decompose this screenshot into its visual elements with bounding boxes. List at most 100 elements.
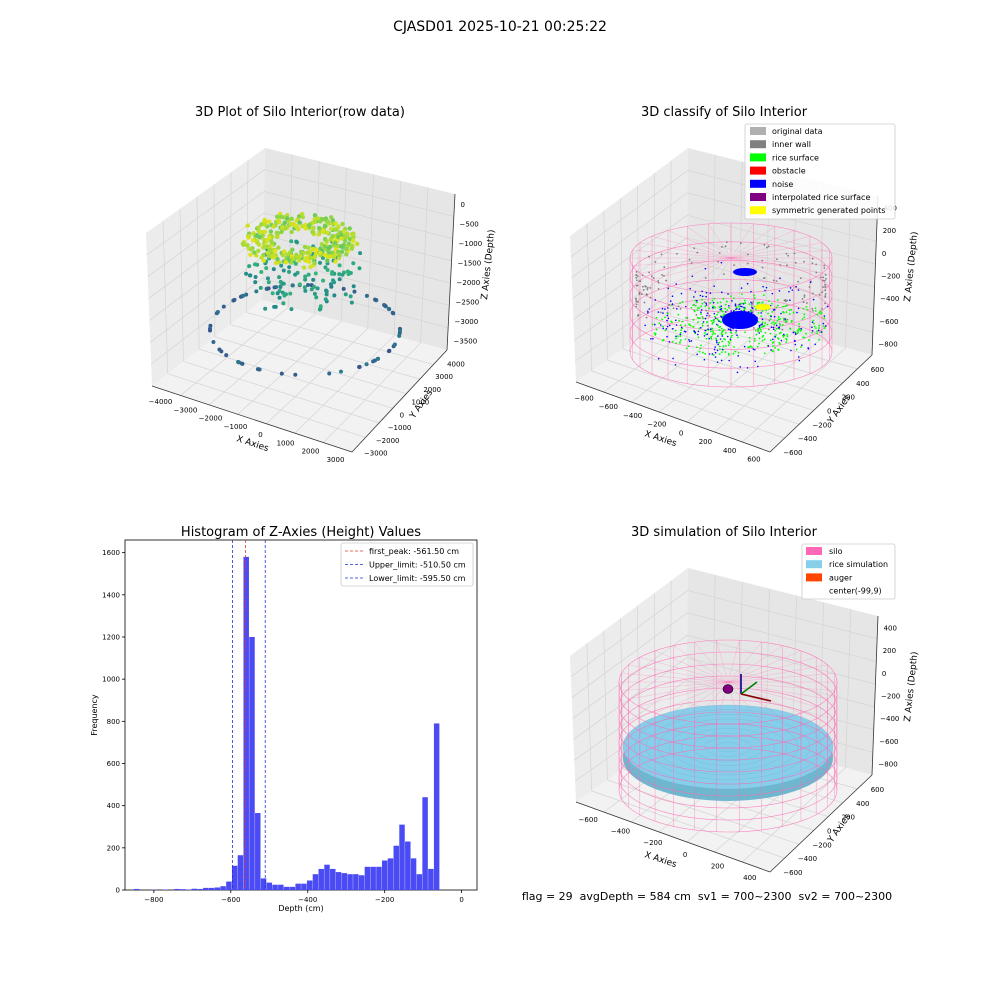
panel-raw-title: 3D Plot of Silo Interior(row data) <box>195 105 405 120</box>
data-point <box>305 250 310 255</box>
data-point <box>252 250 257 255</box>
data-point <box>322 244 328 249</box>
data-point <box>357 364 362 369</box>
noise-point <box>825 325 827 327</box>
data-point <box>270 253 275 258</box>
rice-surface-point <box>741 302 744 305</box>
grid-line <box>620 198 624 350</box>
histogram-bar <box>255 813 261 890</box>
tick-label: 400 <box>856 380 869 388</box>
tick-label: −3000 <box>174 406 198 414</box>
grid-line <box>658 326 766 413</box>
data-point <box>211 339 216 344</box>
inner-wall-point <box>661 274 663 276</box>
grid-line <box>591 370 785 439</box>
grid-line <box>294 335 395 434</box>
grid-line <box>237 321 342 415</box>
rice-surface-point <box>727 344 730 347</box>
data-point <box>262 229 268 234</box>
figure-footer: flag = 29 avgDepth = 584 cm sv1 = 700~23… <box>522 890 892 903</box>
noise-point <box>751 311 753 314</box>
rice-surface-point <box>684 338 687 340</box>
grid-line <box>199 348 393 409</box>
tick-label: −600 <box>783 869 802 877</box>
data-point <box>318 304 323 309</box>
noise-point <box>770 326 773 328</box>
grid-line <box>687 590 878 640</box>
grid-line <box>196 196 200 350</box>
histogram-threshold-lines <box>232 540 266 890</box>
tick-label: 0 <box>679 429 683 437</box>
legend-label: rice simulation <box>829 560 888 569</box>
data-point <box>215 310 220 315</box>
noise-point <box>795 285 797 288</box>
data-point <box>250 237 256 243</box>
noise-point <box>719 338 722 340</box>
rice-surface-point <box>714 315 716 318</box>
noise-point <box>700 311 702 313</box>
panel-simulation-center-axes <box>722 674 772 702</box>
inner-wall-point <box>636 300 639 303</box>
data-point <box>326 245 332 250</box>
data-point <box>275 256 280 262</box>
data-point <box>339 236 344 241</box>
silo-roof-line <box>727 681 828 700</box>
histogram-bar <box>347 874 353 890</box>
rice-surface-point <box>709 330 712 333</box>
tick-label: −200 <box>881 693 900 701</box>
x-tick-label: 0 <box>459 896 463 904</box>
rice-surface-point <box>685 317 687 319</box>
noise-point <box>707 328 709 330</box>
rice-surface-point <box>695 346 698 349</box>
rice-surface-point <box>799 329 802 332</box>
grid-line <box>367 174 374 329</box>
data-point <box>270 291 275 296</box>
rice-surface-point <box>678 341 681 344</box>
data-point <box>236 360 241 365</box>
grid-line <box>687 634 876 685</box>
noise-point <box>775 324 778 327</box>
noise-point <box>720 305 722 307</box>
inner-wall-point <box>641 274 644 277</box>
rice-surface-point <box>737 351 740 354</box>
inner-wall-point <box>688 258 691 261</box>
inner-wall-point <box>635 300 638 303</box>
histogram-bar <box>301 883 307 890</box>
silo-roof-line <box>667 257 732 286</box>
noise-point <box>789 287 792 289</box>
tick-label: −600 <box>879 738 898 746</box>
data-point <box>387 307 392 312</box>
data-point <box>251 231 256 236</box>
noise-point <box>746 367 749 369</box>
rice-surface-point <box>718 353 721 355</box>
noise-point <box>711 306 714 309</box>
noise-point <box>680 326 683 329</box>
noise-point <box>742 303 745 305</box>
tick-label: 400 <box>856 800 869 808</box>
grid-line <box>742 767 846 863</box>
inner-wall-point <box>645 316 648 319</box>
inner-wall-point <box>645 293 648 296</box>
data-point <box>253 280 258 285</box>
rice-surface-point <box>761 301 764 304</box>
panel-classify-points <box>635 241 829 374</box>
tick-label: −200 <box>647 421 666 429</box>
inner-wall-point <box>786 299 789 302</box>
rice-surface-point <box>758 342 760 345</box>
tick-label: −4000 <box>149 398 173 406</box>
data-point <box>267 235 272 240</box>
data-point <box>351 284 356 289</box>
histogram-bar <box>399 824 405 890</box>
data-point <box>340 272 345 277</box>
rice-surface-point <box>775 306 778 309</box>
data-point <box>348 294 353 299</box>
histogram-bar <box>330 868 336 890</box>
grid-line <box>314 161 320 315</box>
silo-roof-line <box>694 641 729 683</box>
tick-label: 400 <box>723 447 736 455</box>
noise-point <box>751 303 753 305</box>
noise-point <box>807 347 810 350</box>
rice-surface-point <box>684 324 687 327</box>
inner-wall-point <box>724 245 727 248</box>
legend-label: original data <box>772 127 823 136</box>
